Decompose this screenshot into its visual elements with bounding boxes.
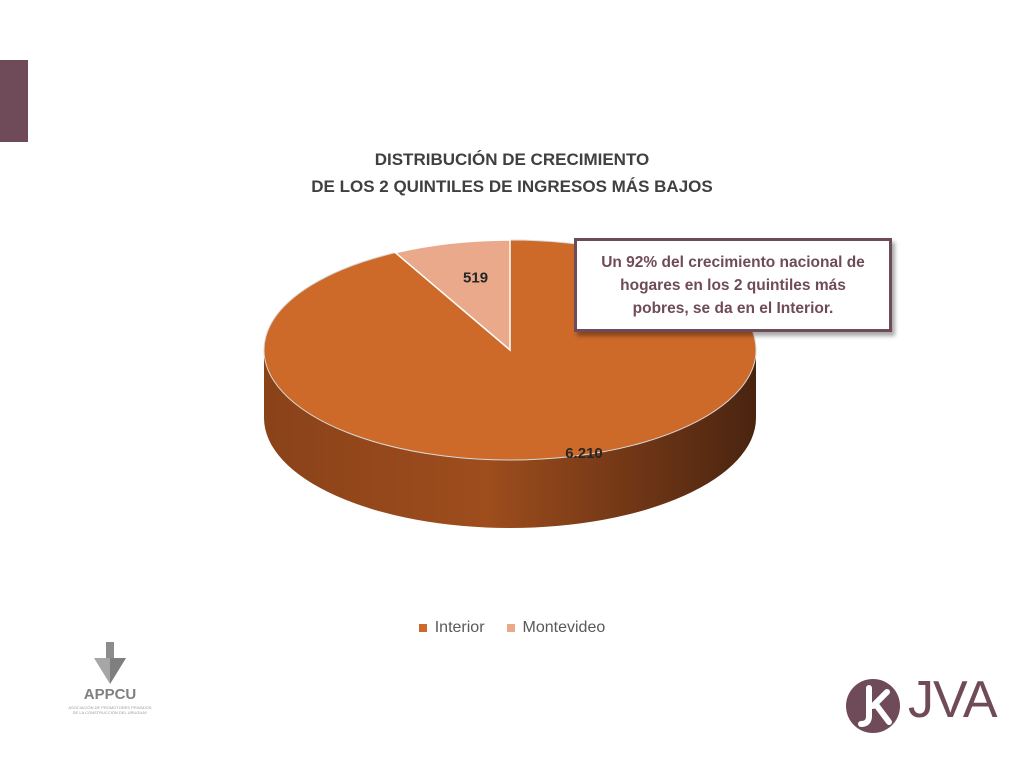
legend-label-montevideo: Montevideo xyxy=(522,619,606,636)
accent-bar xyxy=(0,60,28,142)
pie-side-wall xyxy=(264,350,756,528)
jva-logo-icon xyxy=(846,679,900,733)
legend-swatch-interior xyxy=(418,624,427,632)
legend-item-interior: Interior xyxy=(418,619,485,637)
appccu-logo-icon xyxy=(94,642,126,684)
legend-swatch-montevideo xyxy=(506,624,515,632)
legend-item-montevideo: Montevideo xyxy=(506,619,606,637)
chart-title-line-2: DE LOS 2 QUINTILES DE INGRESOS MÁS BAJOS xyxy=(311,177,713,196)
legend: Interior Montevideo xyxy=(0,619,1024,637)
legend-label-interior: Interior xyxy=(434,619,485,636)
chart-title-line-1: DISTRIBUCIÓN DE CRECIMIENTO xyxy=(374,150,650,169)
data-label-interior: 6.210 xyxy=(565,445,603,462)
appccu-logo-subtitle: ASOCIACIÓN DE PROMOTORES PRIVADOS DE LA … xyxy=(68,705,152,715)
callout-text: Un 92% del crecimiento nacional de hogar… xyxy=(601,253,865,317)
jva-logo-text: JVA xyxy=(908,671,998,729)
data-label-montevideo: 519 xyxy=(463,269,488,286)
appccu-logo-name: APPCU xyxy=(83,686,137,703)
chart-title: DISTRIBUCIÓN DE CRECIMIENTO DE LOS 2 QUI… xyxy=(262,146,762,200)
pie-slice-montevideo xyxy=(393,239,511,352)
callout-box: Un 92% del crecimiento nacional de hogar… xyxy=(574,238,892,332)
